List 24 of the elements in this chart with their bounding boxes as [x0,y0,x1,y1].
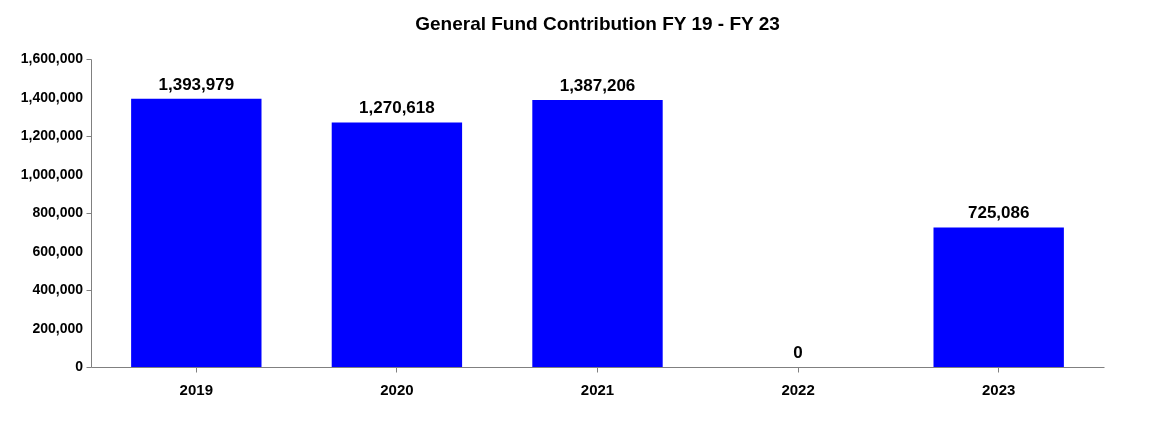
x-tick-label: 2019 [179,380,213,398]
data-label: 1,270,618 [359,98,435,118]
data-label: 1,387,206 [559,75,636,95]
data-label: 725,086 [967,203,1030,223]
x-tick-label: 2021 [580,380,615,398]
y-tick-label: 1,200,000 [20,127,84,143]
y-tick-label: 600,000 [32,242,84,259]
y-tick-label: 1,000,000 [20,165,84,182]
y-tick-label: 1,600,000 [20,50,84,66]
x-tick-label: 2020 [380,380,414,398]
bar [532,99,663,367]
bar [933,227,1064,367]
y-tick-label: 1,400,000 [20,88,84,105]
y-tick-label: 800,000 [32,204,84,220]
chart-title: General Fund Contribution FY 19 - FY 23 [415,13,780,34]
data-label: 1,393,979 [158,74,235,94]
bar [331,122,463,367]
data-label: 0 [793,343,803,362]
y-tick-label: 0 [75,358,84,374]
y-tick-label: 400,000 [32,281,84,297]
bar [131,98,262,367]
y-tick-label: 200,000 [32,319,84,336]
x-tick-label: 2022 [781,380,815,398]
x-tick-label: 2023 [982,380,1016,398]
